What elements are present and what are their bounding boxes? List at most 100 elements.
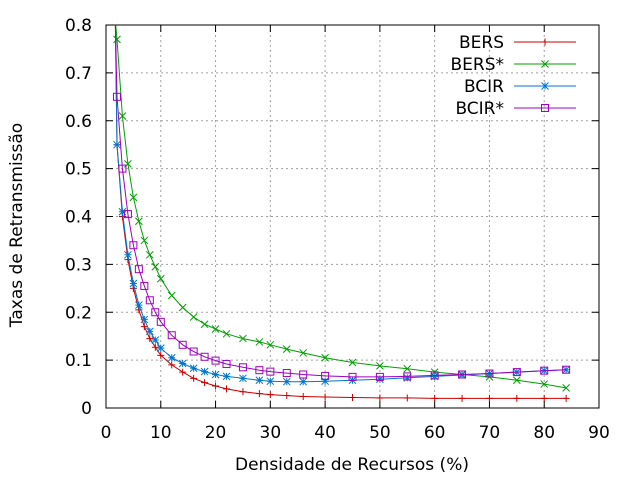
data-point-bcir-star (178, 340, 187, 349)
data-point-bcir-star (123, 210, 132, 219)
data-point-bers (458, 394, 466, 402)
data-point-bers (168, 361, 176, 369)
data-point-bers-star (512, 376, 521, 385)
data-point-bcir-star (255, 366, 264, 375)
x-tick-label: 40 (314, 423, 336, 443)
data-point-bers-star (540, 380, 549, 388)
data-point-bers-star (129, 193, 138, 202)
data-point-bcir-star (134, 265, 143, 274)
data-point-bcir (135, 301, 143, 309)
data-point-bcir (562, 365, 570, 374)
data-point-bcir-star (238, 363, 247, 372)
y-tick-label: 0.5 (65, 160, 92, 180)
data-point-bcir-star (167, 331, 176, 340)
data-point-bers (212, 382, 220, 390)
data-point-bcir-star (512, 368, 521, 377)
data-point-bcir-star (540, 366, 549, 375)
data-point-bcir (129, 279, 138, 288)
data-point-bers (283, 392, 291, 400)
data-point-bcir (156, 344, 165, 353)
data-point-bcir-star (189, 347, 198, 356)
data-point-bers-star (376, 362, 384, 370)
data-point-bers (140, 323, 148, 331)
data-point-bcir-star (375, 372, 384, 381)
series-line-bers-star (115, 25, 567, 389)
data-point-bers-star (151, 262, 160, 271)
legend-label-bers: BERS (459, 33, 504, 53)
data-point-bers-star (222, 329, 231, 338)
data-point-bers (255, 390, 263, 398)
data-point-bers (157, 351, 165, 359)
y-tick-label: 0.3 (65, 255, 92, 275)
data-point-bers-star (282, 345, 291, 353)
data-point-bcir (239, 374, 247, 383)
x-tick-label: 10 (150, 423, 172, 443)
data-point-bers (179, 368, 187, 376)
axis-ticks: 0 10 20 30 40 50 60 70 80 90 0 0.1 0.2 0.3 0.4 0.5 0.6 0.… (65, 16, 610, 443)
data-point-bers (321, 393, 329, 401)
legend-label-bers-star: BERS* (450, 55, 504, 75)
data-point-bcir (282, 377, 291, 386)
data-point-bers-star (255, 338, 264, 346)
data-point-bers (349, 393, 356, 401)
data-point-bcir-star (348, 372, 357, 381)
data-point-bcir-star (403, 372, 412, 381)
data-point-bcir (255, 376, 264, 385)
y-tick-label: 0.7 (65, 64, 92, 84)
data-point-bcir-star (211, 356, 220, 365)
y-tick-label: 0.1 (65, 351, 92, 371)
data-point-bcir (299, 377, 308, 386)
data-point-bers (376, 394, 384, 402)
data-point-bers-star (403, 364, 412, 373)
series-line-bcir-star (114, 25, 567, 378)
x-tick-label: 60 (424, 423, 446, 443)
data-point-bers-star (211, 325, 220, 333)
data-point-bcir-star (112, 92, 121, 101)
data-point-bcir-star (129, 241, 138, 250)
legend-marker-bers (541, 38, 549, 46)
data-point-bcir-star (562, 365, 571, 374)
data-point-bcir (140, 315, 149, 324)
data-point-bers (201, 379, 209, 387)
data-point-bers-star (562, 384, 570, 392)
data-point-bers (485, 394, 493, 402)
data-point-bers (562, 394, 570, 402)
data-point-bcir (118, 207, 127, 216)
series-bers-star (113, 25, 570, 392)
data-point-bers-star (239, 334, 247, 343)
x-tick-label: 80 (533, 423, 555, 443)
data-point-bcir (321, 377, 329, 386)
data-point-bers (403, 394, 411, 402)
data-point-bcir-star (282, 369, 291, 378)
data-point-bers (431, 394, 439, 402)
data-point-bcir-star (266, 367, 275, 376)
data-point-bcir (222, 372, 231, 381)
legend-marker-bcir (541, 82, 549, 90)
data-point-bers-star (118, 112, 127, 120)
series-layer (112, 25, 571, 402)
x-tick-label: 20 (205, 423, 227, 443)
data-point-bcir (430, 372, 439, 381)
data-point-bcir-star (118, 164, 127, 173)
data-point-bers (513, 394, 521, 402)
data-point-bcir (151, 336, 160, 344)
legend-label-bcir-star: BCIR* (455, 99, 504, 119)
y-tick-label: 0.4 (65, 208, 92, 228)
data-point-bcir-star (140, 281, 149, 290)
x-axis-label: Densidade de Recursos (%) (235, 455, 469, 475)
legend-marker-bers-star (541, 60, 549, 68)
data-point-bcir-star (200, 352, 209, 361)
y-tick-label: 0 (81, 399, 92, 419)
data-point-bers-star (200, 320, 209, 329)
grid-lines (106, 25, 599, 408)
legend-marker-bcir-star (541, 104, 549, 112)
y-axis-label: Taxas de Retransmissão (7, 123, 27, 328)
data-point-bers (146, 335, 154, 343)
data-point-bcir (113, 140, 121, 149)
data-point-bcir-star (156, 317, 165, 326)
data-point-bcir (189, 364, 198, 373)
data-point-bers (299, 393, 307, 401)
data-point-bcir (200, 367, 209, 376)
data-point-bcir (145, 327, 154, 336)
data-point-bcir-star (321, 371, 330, 380)
